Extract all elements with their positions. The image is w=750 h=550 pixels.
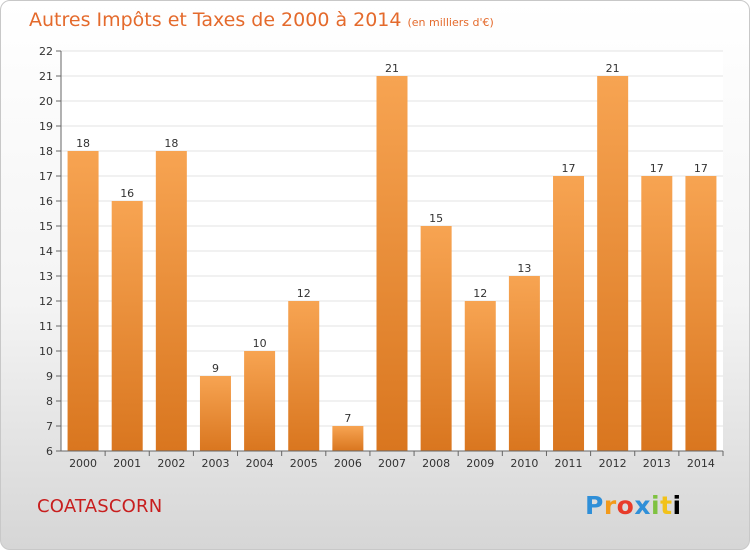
bar	[376, 76, 408, 451]
bar	[244, 351, 276, 451]
x-tick-label: 2008	[422, 457, 450, 470]
x-tick-label: 2007	[378, 457, 406, 470]
bar	[420, 226, 452, 451]
y-tick-label: 20	[39, 95, 53, 108]
x-tick-label: 2014	[687, 457, 715, 470]
logo-letter: i	[651, 491, 661, 520]
x-tick-label: 2013	[643, 457, 671, 470]
proxiti-logo: Proxiti	[585, 491, 682, 520]
data-label: 17	[650, 162, 664, 175]
bar	[553, 176, 585, 451]
y-tick-label: 8	[46, 395, 53, 408]
y-tick-label: 13	[39, 270, 53, 283]
bar	[155, 151, 187, 451]
logo-letter: t	[660, 491, 673, 520]
bars	[67, 76, 717, 451]
y-tick-label: 12	[39, 295, 53, 308]
x-tick-label: 2000	[69, 457, 97, 470]
data-label: 12	[297, 287, 311, 300]
data-labels: 18 16 18 9 10 12 7 21 15 12 13 17 21 17 17	[76, 62, 708, 425]
x-tick-label: 2012	[599, 457, 627, 470]
data-label: 17	[694, 162, 708, 175]
data-label: 13	[517, 262, 531, 275]
y-tick-label: 10	[39, 345, 53, 358]
y-tick-label: 17	[39, 170, 53, 183]
data-label: 7	[344, 412, 351, 425]
x-tick-label: 2005	[290, 457, 318, 470]
data-label: 21	[385, 62, 399, 75]
y-tick-label: 7	[46, 420, 53, 433]
data-label: 17	[562, 162, 576, 175]
bar	[332, 426, 364, 451]
x-tick-label: 2006	[334, 457, 362, 470]
data-label: 9	[212, 362, 219, 375]
commune-name: COATASCORN	[37, 496, 163, 517]
x-tick-label: 2004	[246, 457, 274, 470]
x-tick-label: 2001	[113, 457, 141, 470]
y-tick-label: 9	[46, 370, 53, 383]
bar	[597, 76, 629, 451]
logo-letter: i	[672, 491, 682, 520]
y-tick-label: 11	[39, 320, 53, 333]
unit-label: (en milliers d'€)	[407, 16, 494, 29]
logo-letter: r	[603, 491, 617, 520]
data-label: 12	[473, 287, 487, 300]
logo-letter: o	[616, 491, 635, 520]
x-tick-label: 2003	[201, 457, 229, 470]
data-label: 15	[429, 212, 443, 225]
data-label: 18	[164, 137, 178, 150]
data-label: 18	[76, 137, 90, 150]
bar	[641, 176, 673, 451]
x-tick-label: 2009	[466, 457, 494, 470]
x-tick-label: 2002	[157, 457, 185, 470]
bar	[67, 151, 99, 451]
logo-letters: Proxiti	[585, 491, 682, 520]
chart-title-text: Autres Impôts et Taxes de 2000 à 2014	[29, 9, 402, 31]
y-tick-label: 22	[39, 45, 53, 58]
x-tick-label: 2010	[510, 457, 538, 470]
x-tick-label: 2011	[555, 457, 583, 470]
bar	[685, 176, 717, 451]
y-tick-label: 15	[39, 220, 53, 233]
bar	[508, 276, 540, 451]
y-tick-label: 18	[39, 145, 53, 158]
y-tick-label: 14	[39, 245, 53, 258]
y-tick-label: 19	[39, 120, 53, 133]
bar	[111, 201, 143, 451]
data-label: 16	[120, 187, 134, 200]
bar	[199, 376, 231, 451]
logo-letter: x	[634, 491, 651, 520]
data-label: 10	[253, 337, 267, 350]
y-tick-label: 6	[46, 445, 53, 458]
data-label: 21	[606, 62, 620, 75]
y-tick-label: 21	[39, 70, 53, 83]
chart-title: Autres Impôts et Taxes de 2000 à 2014 (en…	[29, 9, 494, 31]
bar	[288, 301, 320, 451]
y-axis: 6 7 8 9 10 11 12 13 14 15 16 17 18 19 20 21 22	[39, 45, 62, 458]
x-axis: 2000 2001 2002 2003 2004 2005 2006 2007 2008 2009…	[61, 450, 724, 470]
bar	[464, 301, 496, 451]
y-tick-label: 16	[39, 195, 53, 208]
logo-letter: P	[585, 491, 604, 520]
